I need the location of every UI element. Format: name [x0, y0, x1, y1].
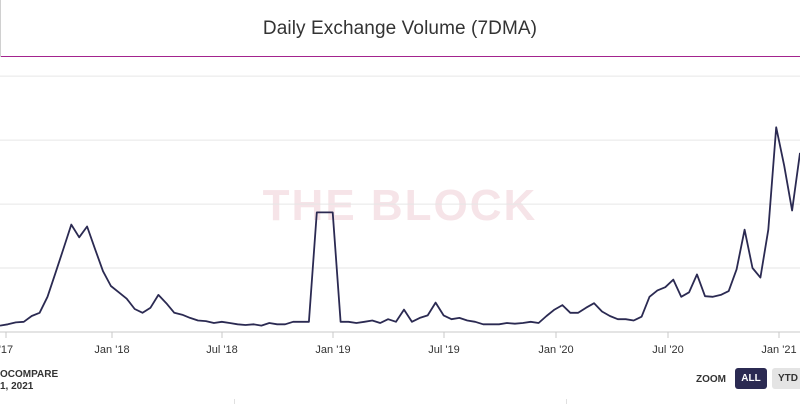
footer-divider: [566, 399, 567, 404]
title-bar-border: [0, 0, 1, 57]
zoom-all-button[interactable]: ALL: [735, 368, 767, 389]
chart-title-bar: Daily Exchange Volume (7DMA): [0, 0, 800, 57]
footer-divider: [234, 399, 235, 404]
watermark: THE BLOCK: [262, 181, 538, 230]
x-tick-label-jan-21: Jan '21: [761, 344, 797, 356]
chart-title: Daily Exchange Volume (7DMA): [262, 18, 538, 39]
x-tick-label-jul-19: Jul '19: [428, 344, 460, 356]
x-axis-ticks: [5, 332, 780, 338]
x-tick-label-jul-20: Jul '20: [652, 344, 684, 356]
gridlines: [0, 75, 800, 269]
source-line-1: OCOMPARE: [0, 369, 59, 380]
zoom-label: ZOOM: [696, 374, 726, 385]
x-tick-label-jan-19: Jan '19: [315, 344, 351, 356]
series-line-volume: [0, 126, 800, 327]
zoom-ytd-button[interactable]: YTD: [772, 368, 800, 389]
x-tick-label-jan-20: Jan '20: [538, 344, 574, 356]
source-credit: OCOMPARE 1, 2021: [0, 369, 58, 393]
x-tick-label-17: '17: [0, 344, 14, 356]
x-tick-label-jul-18: Jul '18: [206, 344, 238, 356]
source-line-2: 1, 2021: [0, 381, 34, 392]
x-tick-label-jan-18: Jan '18: [94, 344, 130, 356]
